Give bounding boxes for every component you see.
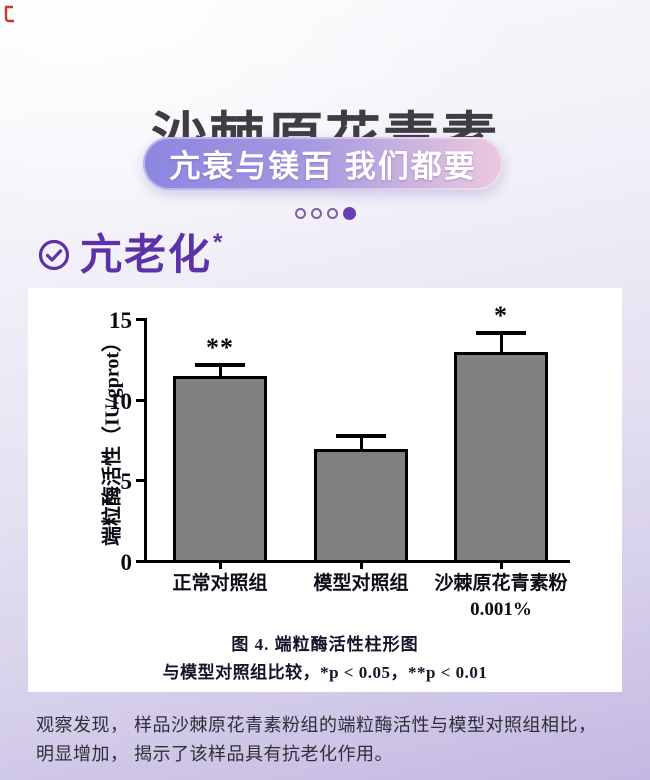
error-whisker [499, 332, 503, 352]
y-tick [136, 560, 144, 563]
error-cap [476, 330, 526, 335]
section-title-asterisk: * [213, 229, 225, 256]
x-tick [359, 563, 363, 569]
carousel-dot[interactable] [326, 207, 338, 219]
bar [314, 448, 408, 563]
category-label: 0.001% [470, 599, 532, 620]
conclusion-line-2: 明显增加， 揭示了该样品具有抗老化作用。 [36, 743, 393, 764]
y-tick-label: 10 [109, 388, 132, 414]
chart-significance-note: 与模型对照组比较，*p < 0.05，**p < 0.01 [162, 663, 488, 682]
banner-label: 亢衰与镁百 我们都要 [169, 149, 477, 184]
significance-label: * [494, 300, 508, 330]
conclusion-text: 观察发现， 样品沙棘原花青素粉组的端粒酶活性与模型对照组相比， 明显增加， 揭示… [36, 711, 628, 769]
y-axis-label: 端粒酶活性（IU/gprot） [101, 331, 124, 547]
carousel-dot[interactable] [294, 207, 306, 219]
y-tick [136, 318, 144, 321]
error-whisker [218, 364, 222, 377]
error-whisker [359, 435, 363, 449]
carousel-dot[interactable] [310, 207, 322, 219]
chart-card: 0 5 10 15 端粒酶活性（IU/gprot） ** 正常对照组 模型对照组 * 沙棘原花青素… [28, 288, 622, 692]
error-cap [336, 433, 386, 438]
y-tick-label: 0 [120, 550, 133, 575]
check-circle-icon [38, 239, 70, 271]
section-heading-row: 亢老化* [38, 231, 223, 278]
section-title-text: 亢老化 [80, 231, 213, 278]
y-axis [144, 318, 147, 563]
carousel-dot[interactable] [342, 206, 356, 220]
chart-figure-caption: 图 4. 端粒酶活性柱形图 [231, 635, 419, 654]
section-title: 亢老化* [80, 231, 223, 278]
y-tick [136, 398, 144, 402]
category-label: 沙棘原花青素粉 [434, 573, 568, 594]
y-tick [136, 479, 144, 483]
banner-pill: 亢衰与镁百 我们都要 [143, 137, 503, 190]
carousel-dots [0, 205, 650, 221]
bar [454, 351, 548, 563]
category-label: 正常对照组 [172, 573, 268, 594]
significance-label: ** [206, 332, 234, 362]
y-tick-label: 15 [109, 308, 132, 333]
bar [173, 376, 267, 563]
y-tick-label: 5 [120, 469, 133, 495]
x-tick [218, 563, 222, 569]
category-label: 模型对照组 [313, 573, 409, 594]
conclusion-line-1: 观察发现， 样品沙棘原花青素粉组的端粒酶活性与模型对照组相比， [36, 715, 597, 735]
bar-chart: 0 5 10 15 端粒酶活性（IU/gprot） ** 正常对照组 模型对照组 * 沙棘原花青素… [28, 288, 622, 692]
error-cap [195, 362, 245, 367]
corner-red-glyph-icon [4, 5, 14, 23]
x-tick [499, 563, 503, 569]
